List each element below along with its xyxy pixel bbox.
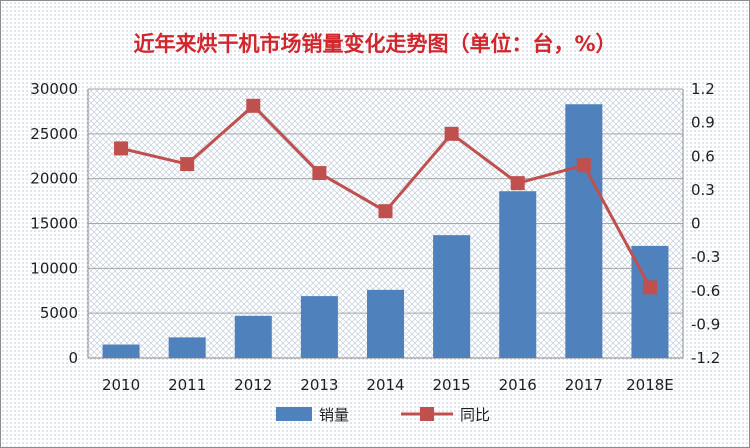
legend: 销量 同比 (276, 406, 490, 424)
bar-销量 (433, 235, 471, 358)
x-tick-label: 2018E (626, 376, 674, 394)
y-left-tick-label: 0 (68, 349, 78, 367)
point-同比 (114, 141, 129, 156)
point-同比 (246, 98, 261, 113)
point-同比 (510, 176, 525, 191)
x-tick-label: 2014 (366, 376, 404, 394)
bar-销量 (102, 344, 140, 358)
y-right-tick-label: -0.6 (691, 282, 720, 300)
x-tick-label: 2011 (168, 376, 206, 394)
point-同比 (312, 166, 327, 181)
y-right-tick-label: 0.3 (691, 181, 715, 199)
point-同比 (576, 158, 591, 173)
x-tick-label: 2016 (499, 376, 537, 394)
y-right-tick-label: -0.3 (691, 248, 720, 266)
x-tick-label: 2017 (565, 376, 603, 394)
x-tick-label: 2015 (433, 376, 471, 394)
plot-area: 0 5000 10000 15000 20000 25000 30000 -1.2 -0.9 -0… (30, 80, 720, 394)
x-tick-label: 2013 (300, 376, 338, 394)
y-right-tick-label: 1.2 (691, 80, 715, 98)
y-left-tick-label: 10000 (30, 259, 78, 277)
point-同比 (444, 126, 459, 141)
y-right-tick-label: -0.9 (691, 315, 720, 333)
chart-title: 近年来烘干机市场销量变化走势图（单位：台，%） (133, 32, 616, 56)
y-left-tick-label: 15000 (30, 215, 78, 233)
y-right-tick-label: 0 (691, 215, 701, 233)
legend-label-同比: 同比 (460, 406, 490, 424)
y-right-tick-label: -1.2 (691, 349, 720, 367)
point-同比 (378, 204, 393, 219)
x-tick-label: 2012 (234, 376, 272, 394)
bar-销量 (234, 315, 272, 358)
bar-销量 (366, 289, 405, 358)
y-right-tick-label: 0.6 (691, 147, 715, 165)
y-left-tick-label: 30000 (30, 80, 78, 98)
x-tick-label: 2010 (102, 376, 140, 394)
bar-销量 (499, 191, 537, 358)
bar-销量 (300, 296, 338, 358)
legend-swatch-销量 (276, 407, 312, 421)
legend-label-销量: 销量 (319, 406, 349, 424)
y-left-tick-label: 20000 (30, 170, 78, 188)
y-right-tick-label: 0.9 (691, 114, 715, 132)
bar-销量 (168, 337, 206, 358)
point-同比 (642, 280, 657, 295)
y-left-tick-label: 25000 (30, 125, 78, 143)
y-left-tick-label: 5000 (40, 304, 78, 322)
point-同比 (180, 157, 195, 172)
bar-销量 (565, 104, 603, 358)
legend-marker-同比 (420, 407, 434, 421)
